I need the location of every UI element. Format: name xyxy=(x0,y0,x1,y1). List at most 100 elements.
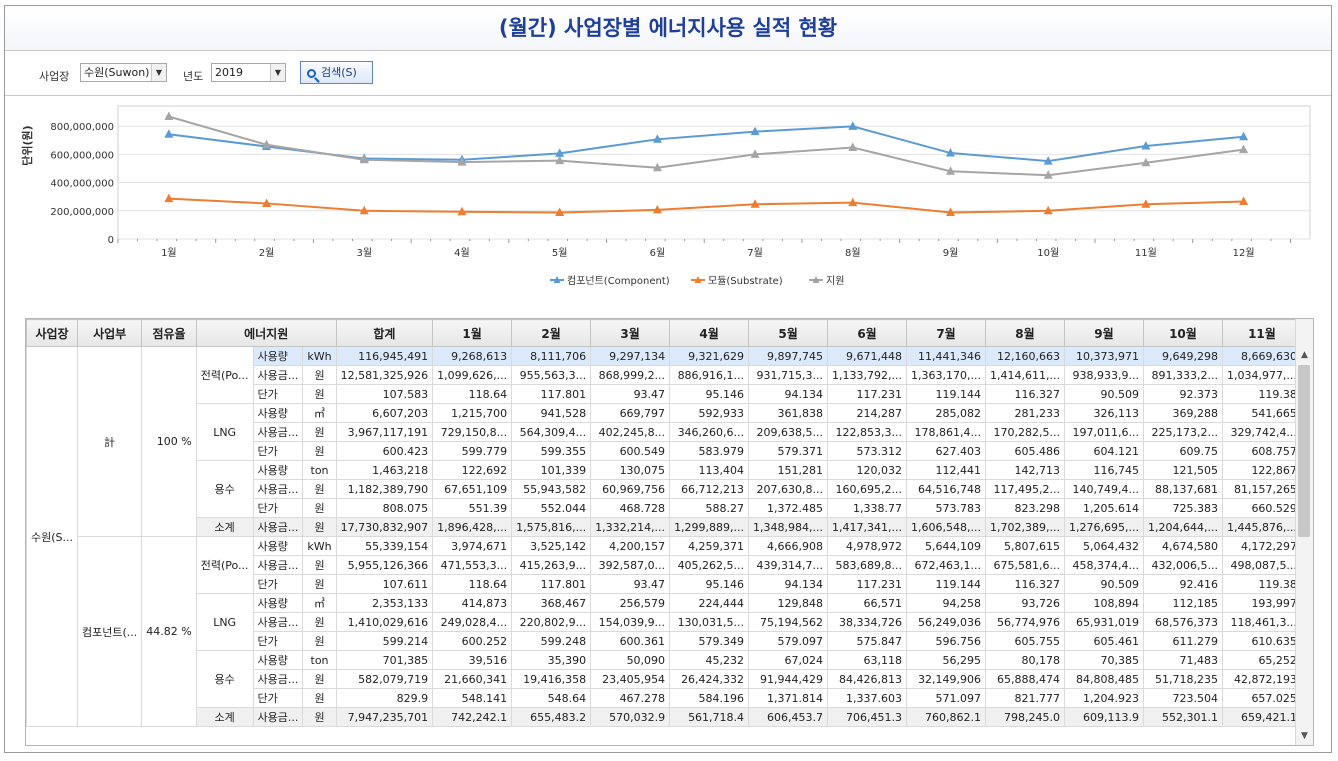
data-point xyxy=(359,154,369,164)
site-select[interactable]: 수원(Suwon) ▼ xyxy=(80,63,167,82)
table-row[interactable]: 수원(S... 計 100 % 전력(Po... 사용량 kWh 116,945,491 9,… xyxy=(26,346,1313,727)
chevron-down-icon[interactable]: ▼ xyxy=(270,64,285,81)
table-cell: 760,862.1 xyxy=(906,707,986,727)
table-cell: 1,276,695,... xyxy=(1063,517,1144,537)
data-point xyxy=(262,198,272,207)
line-chart-svg: 0 200,000,000 400,000,000 600,000,000 800,00… xyxy=(20,105,1311,287)
column-header[interactable]: 9월 xyxy=(1063,319,1144,347)
table-cell: 66,712,213 xyxy=(669,479,750,499)
column-header[interactable]: 3월 xyxy=(590,319,671,347)
table-cell: 113,404 xyxy=(669,460,750,480)
table-cell: 118,461,3... xyxy=(1221,612,1302,632)
column-header[interactable]: 점유율 xyxy=(141,319,197,347)
x-tick-label: 9월 xyxy=(943,247,959,259)
table-cell: 107.583 xyxy=(335,384,434,404)
table-row[interactable]: 사용금... 원 1,410,029,616 249,028,4... 220,802,… xyxy=(27,612,1313,632)
table-row[interactable]: 단가 원 107.611 118.64 117.801 93.47 95.146 94.134… xyxy=(27,574,1313,594)
table-cell: 655,483.2 xyxy=(511,707,592,727)
table-cell: 23,405,954 xyxy=(590,669,671,689)
table-cell: 129,848 xyxy=(748,593,829,613)
table-row[interactable]: 소계 사용금... 원 17,730,832,907 1,896,428,... 1,57… xyxy=(27,517,1313,537)
table-row[interactable]: 단가 원 808.075 551.39 552.044 468.728 588.27 1,37… xyxy=(27,498,1313,518)
column-header[interactable]: 4월 xyxy=(669,319,750,347)
table-cell: 170,282,5... xyxy=(985,422,1065,442)
table-cell: 706,451.3 xyxy=(827,707,908,727)
table-cell: 548.64 xyxy=(511,688,592,708)
table-cell: 5,955,126,366 xyxy=(335,555,434,575)
column-header[interactable]: 1월 xyxy=(432,319,513,347)
item-cell: 단가 xyxy=(252,384,304,404)
data-point xyxy=(652,162,662,172)
data-point xyxy=(1043,205,1053,215)
column-header[interactable]: 5월 xyxy=(748,319,829,347)
x-tick-label: 4월 xyxy=(454,247,470,259)
column-header[interactable]: 8월 xyxy=(985,319,1065,347)
table-cell: 729,150,8... xyxy=(432,422,513,442)
table-cell: 931,715,3... xyxy=(748,365,829,385)
table-cell: 39,516 xyxy=(432,650,513,670)
column-header[interactable]: 6월 xyxy=(827,319,908,347)
table-cell: 50,090 xyxy=(590,650,671,670)
table-cell: 548.141 xyxy=(432,688,513,708)
table-row[interactable]: 용수 사용량 ton 1,463,218 122,692 101,339 130,075 11… xyxy=(27,460,1313,518)
table-cell: 570,032.9 xyxy=(590,707,671,727)
table-cell: 4,978,972 xyxy=(827,536,908,556)
table-cell: 9,268,613 xyxy=(432,346,513,366)
table-cell: 207,630,8... xyxy=(748,479,829,499)
table-row[interactable]: 소계 사용금... 원 7,947,235,701 742,242.1 655,483.2… xyxy=(27,707,1313,727)
unit-cell: 원 xyxy=(302,631,337,651)
column-header[interactable]: 에너지원 xyxy=(195,319,337,347)
table-cell: 582,079,719 xyxy=(335,669,434,689)
table-row[interactable]: LNG 사용량 ㎥ 2,353,133 414,873 368,467 256,579 224… xyxy=(27,593,1313,651)
table-cell: 9,671,448 xyxy=(827,346,908,366)
table-cell: 9,321,629 xyxy=(669,346,750,366)
column-header[interactable]: 2월 xyxy=(511,319,592,347)
column-header[interactable]: 사업부 xyxy=(77,319,143,347)
scroll-down-icon[interactable]: ▼ xyxy=(1301,731,1308,741)
data-point xyxy=(1141,199,1151,208)
table-row[interactable]: 사용금... 원 5,955,126,366 471,553,3... 415,263,… xyxy=(27,555,1313,575)
table-cell: 224,444 xyxy=(669,593,750,613)
data-point xyxy=(164,129,174,138)
table-cell: 742,242.1 xyxy=(432,707,513,727)
table-row[interactable]: 용수 사용량 ton 701,385 39,516 35,390 50,090 45,232 6… xyxy=(27,650,1313,708)
table-cell: 90.509 xyxy=(1063,574,1144,594)
column-header[interactable]: 사업장 xyxy=(26,319,79,347)
table-cell: 1,896,428,... xyxy=(432,517,513,537)
unit-cell: 원 xyxy=(302,517,337,537)
table-cell: 71,483 xyxy=(1142,650,1223,670)
table-cell: 1,204.923 xyxy=(1063,688,1144,708)
table-row[interactable]: 컴포넌트(... 44.82 % 전력(Po... 사용량 kWh 55,339,154 3… xyxy=(27,536,1313,727)
x-tick-label: 5월 xyxy=(552,247,568,259)
table-cell: 552.044 xyxy=(511,498,592,518)
table-cell: 67,024 xyxy=(748,650,829,670)
search-button[interactable]: 검색(S) xyxy=(300,61,373,84)
table-cell: 122,692 xyxy=(432,460,513,480)
table-cell: 193,997 xyxy=(1221,593,1302,613)
table-row[interactable]: 단가 원 829.9 548.141 548.64 467.278 584.196 1,371… xyxy=(27,688,1313,708)
year-select[interactable]: 2019 ▼ xyxy=(211,63,286,82)
unit-cell: 원 xyxy=(302,612,337,632)
data-point xyxy=(457,206,467,216)
table-cell: 1,463,218 xyxy=(335,460,434,480)
table-cell: 35,390 xyxy=(511,650,592,670)
item-cell: 사용량 xyxy=(252,460,304,480)
chevron-down-icon[interactable]: ▼ xyxy=(151,64,166,81)
column-header[interactable]: 합계 xyxy=(335,319,434,347)
data-point xyxy=(750,126,760,136)
vertical-scrollbar[interactable]: ▲ ▼ xyxy=(1295,319,1313,745)
column-header[interactable]: 7월 xyxy=(906,319,986,347)
data-point xyxy=(164,111,174,121)
table-cell: 588.27 xyxy=(669,498,750,518)
y-tick-label: 400,000,000 xyxy=(50,179,114,190)
table-cell: 19,416,358 xyxy=(511,669,592,689)
scroll-thumb[interactable] xyxy=(1298,365,1310,537)
table-cell: 45,232 xyxy=(669,650,750,670)
column-header[interactable]: 10월 xyxy=(1142,319,1223,347)
table-cell: 672,463,1... xyxy=(906,555,986,575)
table-cell: 659,421.1 xyxy=(1221,707,1302,727)
scroll-up-icon[interactable]: ▲ xyxy=(1301,350,1308,360)
column-header[interactable]: 11월 xyxy=(1221,319,1302,347)
table-row[interactable]: LNG 사용량 ㎥ 6,607,203 1,215,700 941,528 669,797 5… xyxy=(27,403,1313,461)
table-row[interactable]: 사용금... 원 1,182,389,790 67,651,109 55,943,582… xyxy=(27,479,1313,499)
